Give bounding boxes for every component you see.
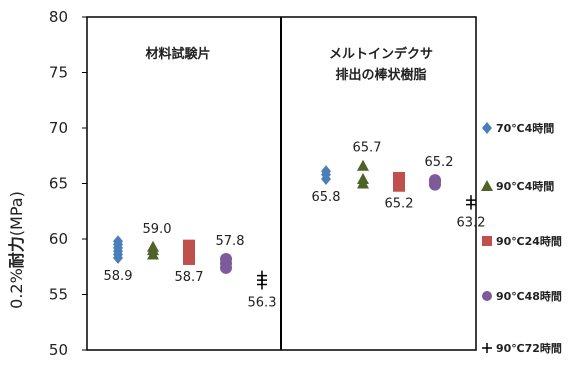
y-axis: 50 55 60 65 70 75 80 (49, 8, 87, 359)
legend-item: 90℃4時間 (481, 179, 554, 193)
legend-label: 90℃48時間 (496, 289, 562, 303)
circle-marker (429, 174, 441, 187)
plus-marker (466, 195, 476, 206)
diamond-marker (321, 165, 331, 178)
panel-title: メルトインデクサ (329, 46, 433, 62)
y-tick-label: 80 (49, 8, 68, 26)
y-axis-label-suffix: (MPa) (7, 191, 26, 236)
y-axis-label-bold: 耐力 (7, 236, 26, 268)
triangle-marker (481, 180, 493, 191)
legend-label: 90℃4時間 (496, 179, 554, 193)
plus-marker (257, 270, 267, 281)
data-label: 65.2 (385, 197, 414, 212)
legend: 70℃4時間 90℃4時間 90℃24時間 90℃48時間 90℃72時間 (481, 121, 562, 355)
data-label: 57.8 (216, 234, 245, 249)
y-tick-label: 75 (49, 64, 68, 82)
legend-item: 70℃4時間 (482, 121, 554, 135)
data-label: 63.2 (457, 216, 486, 231)
data-label: 65.7 (353, 141, 382, 156)
y-tick-label: 55 (49, 286, 68, 304)
legend-label: 90℃24時間 (496, 234, 562, 248)
y-axis-label-prefix: 0.2% (7, 268, 26, 309)
legend-item: 90℃24時間 (482, 234, 562, 248)
data-marks (113, 159, 476, 290)
legend-label: 90℃72時間 (496, 341, 562, 355)
panel-title: 排出の棒状樹脂 (335, 67, 426, 83)
data-label: 65.8 (312, 190, 341, 205)
y-tick-label: 70 (49, 119, 68, 137)
plus-marker (482, 343, 492, 353)
y-tick-label: 50 (49, 341, 68, 359)
square-marker (393, 171, 405, 184)
legend-item: 90℃72時間 (482, 341, 562, 355)
data-label: 58.7 (175, 270, 204, 285)
triangle-marker (357, 159, 369, 171)
triangle-marker (357, 173, 369, 185)
y-axis-label: 0.2%耐力(MPa) (7, 191, 26, 309)
circle-marker (220, 252, 232, 265)
data-label: 58.9 (104, 269, 133, 284)
square-marker (183, 239, 195, 252)
square-marker (482, 236, 492, 246)
data-label: 56.3 (248, 296, 277, 311)
data-label: 59.0 (143, 222, 172, 237)
panel-title: 材料試験片 (145, 46, 210, 62)
diamond-marker (113, 235, 123, 248)
diamond-marker (482, 122, 492, 134)
y-tick-label: 65 (49, 175, 68, 193)
y-tick-label: 60 (49, 230, 68, 248)
data-labels: 58.9 65.8 59.0 65.7 58.7 65.2 57.8 65.2 56.3 63.2 (104, 141, 486, 311)
triangle-marker (147, 240, 159, 252)
legend-label: 70℃4時間 (496, 121, 554, 135)
legend-item: 90℃48時間 (482, 289, 562, 303)
circle-marker (482, 291, 492, 301)
data-label: 65.2 (425, 155, 454, 170)
